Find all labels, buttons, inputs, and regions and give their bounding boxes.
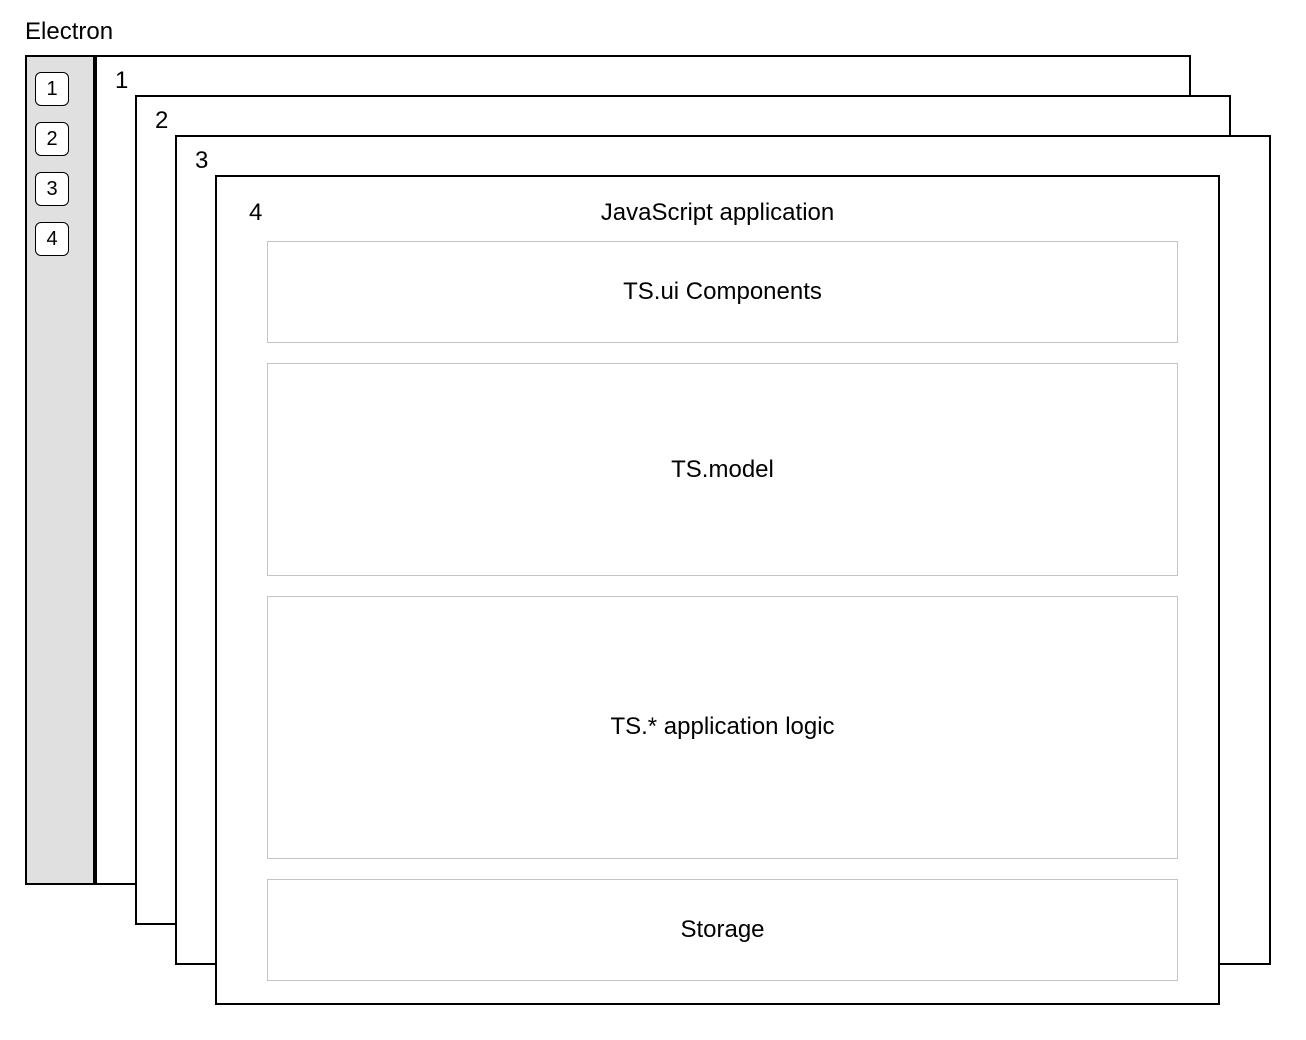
- sidebar-btn-2[interactable]: 2: [35, 122, 69, 156]
- block-label: TS.ui Components: [623, 278, 822, 306]
- block-label: Storage: [680, 916, 764, 944]
- outer-container: 1 2 3 4: [25, 55, 95, 885]
- block-label: TS.* application logic: [610, 713, 834, 741]
- block-storage: Storage: [267, 879, 1178, 981]
- sidebar-btn-label: 3: [46, 178, 57, 201]
- sidebar-btn-4[interactable]: 4: [35, 222, 69, 256]
- root-label: Electron: [25, 18, 113, 46]
- block-label: TS.model: [671, 456, 774, 484]
- sidebar-btn-3[interactable]: 3: [35, 172, 69, 206]
- block-app-logic: TS.* application logic: [267, 596, 1178, 859]
- layer-number: 2: [155, 107, 168, 135]
- sidebar: 1 2 3 4: [35, 72, 69, 256]
- block-model: TS.model: [267, 363, 1178, 576]
- sidebar-btn-label: 2: [46, 128, 57, 151]
- layer-number: 3: [195, 147, 208, 175]
- sidebar-btn-label: 1: [46, 78, 57, 101]
- sidebar-btn-1[interactable]: 1: [35, 72, 69, 106]
- front-layer-title: JavaScript application: [217, 199, 1218, 227]
- front-layer-panel: 4 JavaScript application TS.ui Component…: [215, 175, 1220, 1005]
- block-ui-components: TS.ui Components: [267, 241, 1178, 343]
- layer-number: 1: [115, 67, 128, 95]
- sidebar-btn-label: 4: [46, 228, 57, 251]
- architecture-blocks: TS.ui Components TS.model TS.* applicati…: [267, 241, 1178, 981]
